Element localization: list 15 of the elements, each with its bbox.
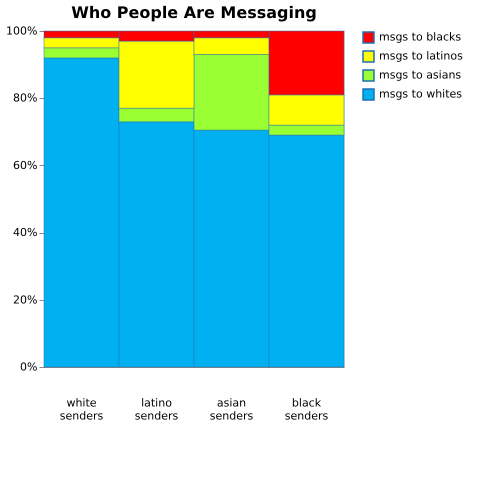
y-tick-label: 60% (13, 158, 38, 172)
legend-label: msgs to latinos (379, 50, 464, 62)
y-tick-label: 80% (13, 92, 38, 105)
legend-label: msgs to whites (379, 88, 462, 100)
y-tick-label: 40% (13, 226, 38, 240)
x-tick-label: white senders (60, 396, 104, 422)
y-tick-label: 20% (13, 293, 38, 306)
x-tick-label: asian senders (210, 396, 254, 422)
y-tick-label: 100% (6, 24, 38, 38)
legend-label: msgs to blacks (379, 30, 462, 44)
x-tick-label: latino senders (134, 396, 178, 422)
y-tick-label: 0% (20, 360, 38, 374)
x-tick-label: black senders (284, 396, 328, 422)
legend-label: msgs to asians (379, 68, 462, 82)
chart-title: Who People Are Messaging (71, 3, 317, 22)
